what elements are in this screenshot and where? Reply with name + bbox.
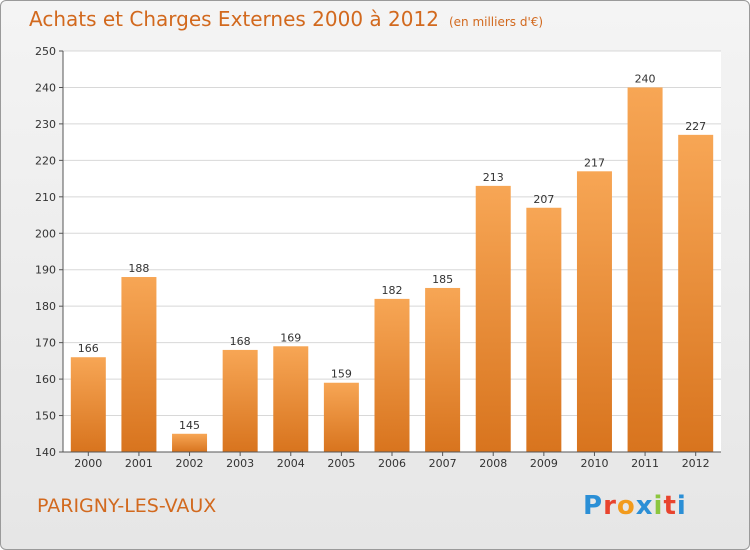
bar-2007 — [425, 287, 461, 452]
bar-2000 — [70, 357, 106, 452]
logo-letter: x — [635, 491, 654, 521]
chart-title: Achats et Charges Externes 2000 à 2012 (e… — [29, 7, 543, 31]
y-tick-label: 170 — [35, 337, 56, 350]
logo-letter: i — [676, 491, 687, 521]
y-tick-label: 220 — [35, 154, 56, 167]
data-label: 166 — [78, 342, 99, 355]
x-tick-label: 2002 — [176, 457, 204, 470]
data-label: 182 — [382, 284, 403, 297]
y-tick-label: 150 — [35, 410, 56, 423]
y-tick-label: 240 — [35, 81, 56, 94]
y-tick-label: 140 — [35, 446, 56, 459]
data-label: 213 — [483, 171, 504, 184]
y-tick-label: 190 — [35, 264, 56, 277]
data-label: 207 — [533, 193, 554, 206]
logo-letter: P — [583, 491, 604, 521]
bar-2012 — [678, 134, 714, 452]
bar-2010 — [576, 171, 612, 453]
x-tick-label: 2000 — [74, 457, 102, 470]
logo-letter: t — [663, 491, 677, 521]
x-tick-label: 2003 — [226, 457, 254, 470]
logo-letter: i — [653, 491, 664, 521]
y-tick-label: 200 — [35, 227, 56, 240]
y-tick-label: 210 — [35, 191, 56, 204]
data-label: 185 — [432, 273, 453, 286]
bar-2008 — [475, 185, 511, 452]
bar-2002 — [172, 433, 208, 452]
data-label: 240 — [635, 72, 656, 85]
y-tick-label: 250 — [35, 45, 56, 58]
x-tick-label: 2006 — [378, 457, 406, 470]
y-tick-label: 230 — [35, 118, 56, 131]
y-tick-label: 180 — [35, 300, 56, 313]
chart-unit: (en milliers d'€) — [448, 15, 544, 29]
x-tick-label: 2005 — [327, 457, 355, 470]
chart-title-text: Achats et Charges Externes 2000 à 2012 — [29, 7, 439, 31]
bar-2011 — [627, 87, 663, 453]
x-tick-label: 2008 — [479, 457, 507, 470]
bar-2004 — [273, 346, 309, 452]
commune-name: PARIGNY-LES-VAUX — [37, 495, 217, 517]
data-label: 169 — [280, 331, 301, 344]
x-tick-label: 2011 — [631, 457, 659, 470]
logo-letter: r — [603, 491, 617, 521]
bar-2003 — [222, 349, 258, 452]
y-tick-label: 160 — [35, 373, 56, 386]
proxiti-logo: Proxiti — [583, 491, 687, 521]
data-label: 188 — [128, 262, 149, 275]
x-tick-label: 2001 — [125, 457, 153, 470]
bar-2009 — [526, 207, 562, 452]
data-label: 145 — [179, 419, 200, 432]
data-label: 227 — [685, 120, 706, 133]
x-tick-label: 2012 — [682, 457, 710, 470]
bar-2005 — [323, 382, 359, 452]
bar-2006 — [374, 298, 410, 452]
data-label: 159 — [331, 368, 352, 381]
data-label: 217 — [584, 156, 605, 169]
x-tick-label: 2010 — [580, 457, 608, 470]
x-tick-label: 2007 — [429, 457, 457, 470]
data-label: 168 — [230, 335, 251, 348]
x-tick-label: 2004 — [277, 457, 305, 470]
x-tick-label: 2009 — [530, 457, 558, 470]
logo-letter: o — [616, 491, 636, 521]
bar-2001 — [121, 277, 157, 452]
